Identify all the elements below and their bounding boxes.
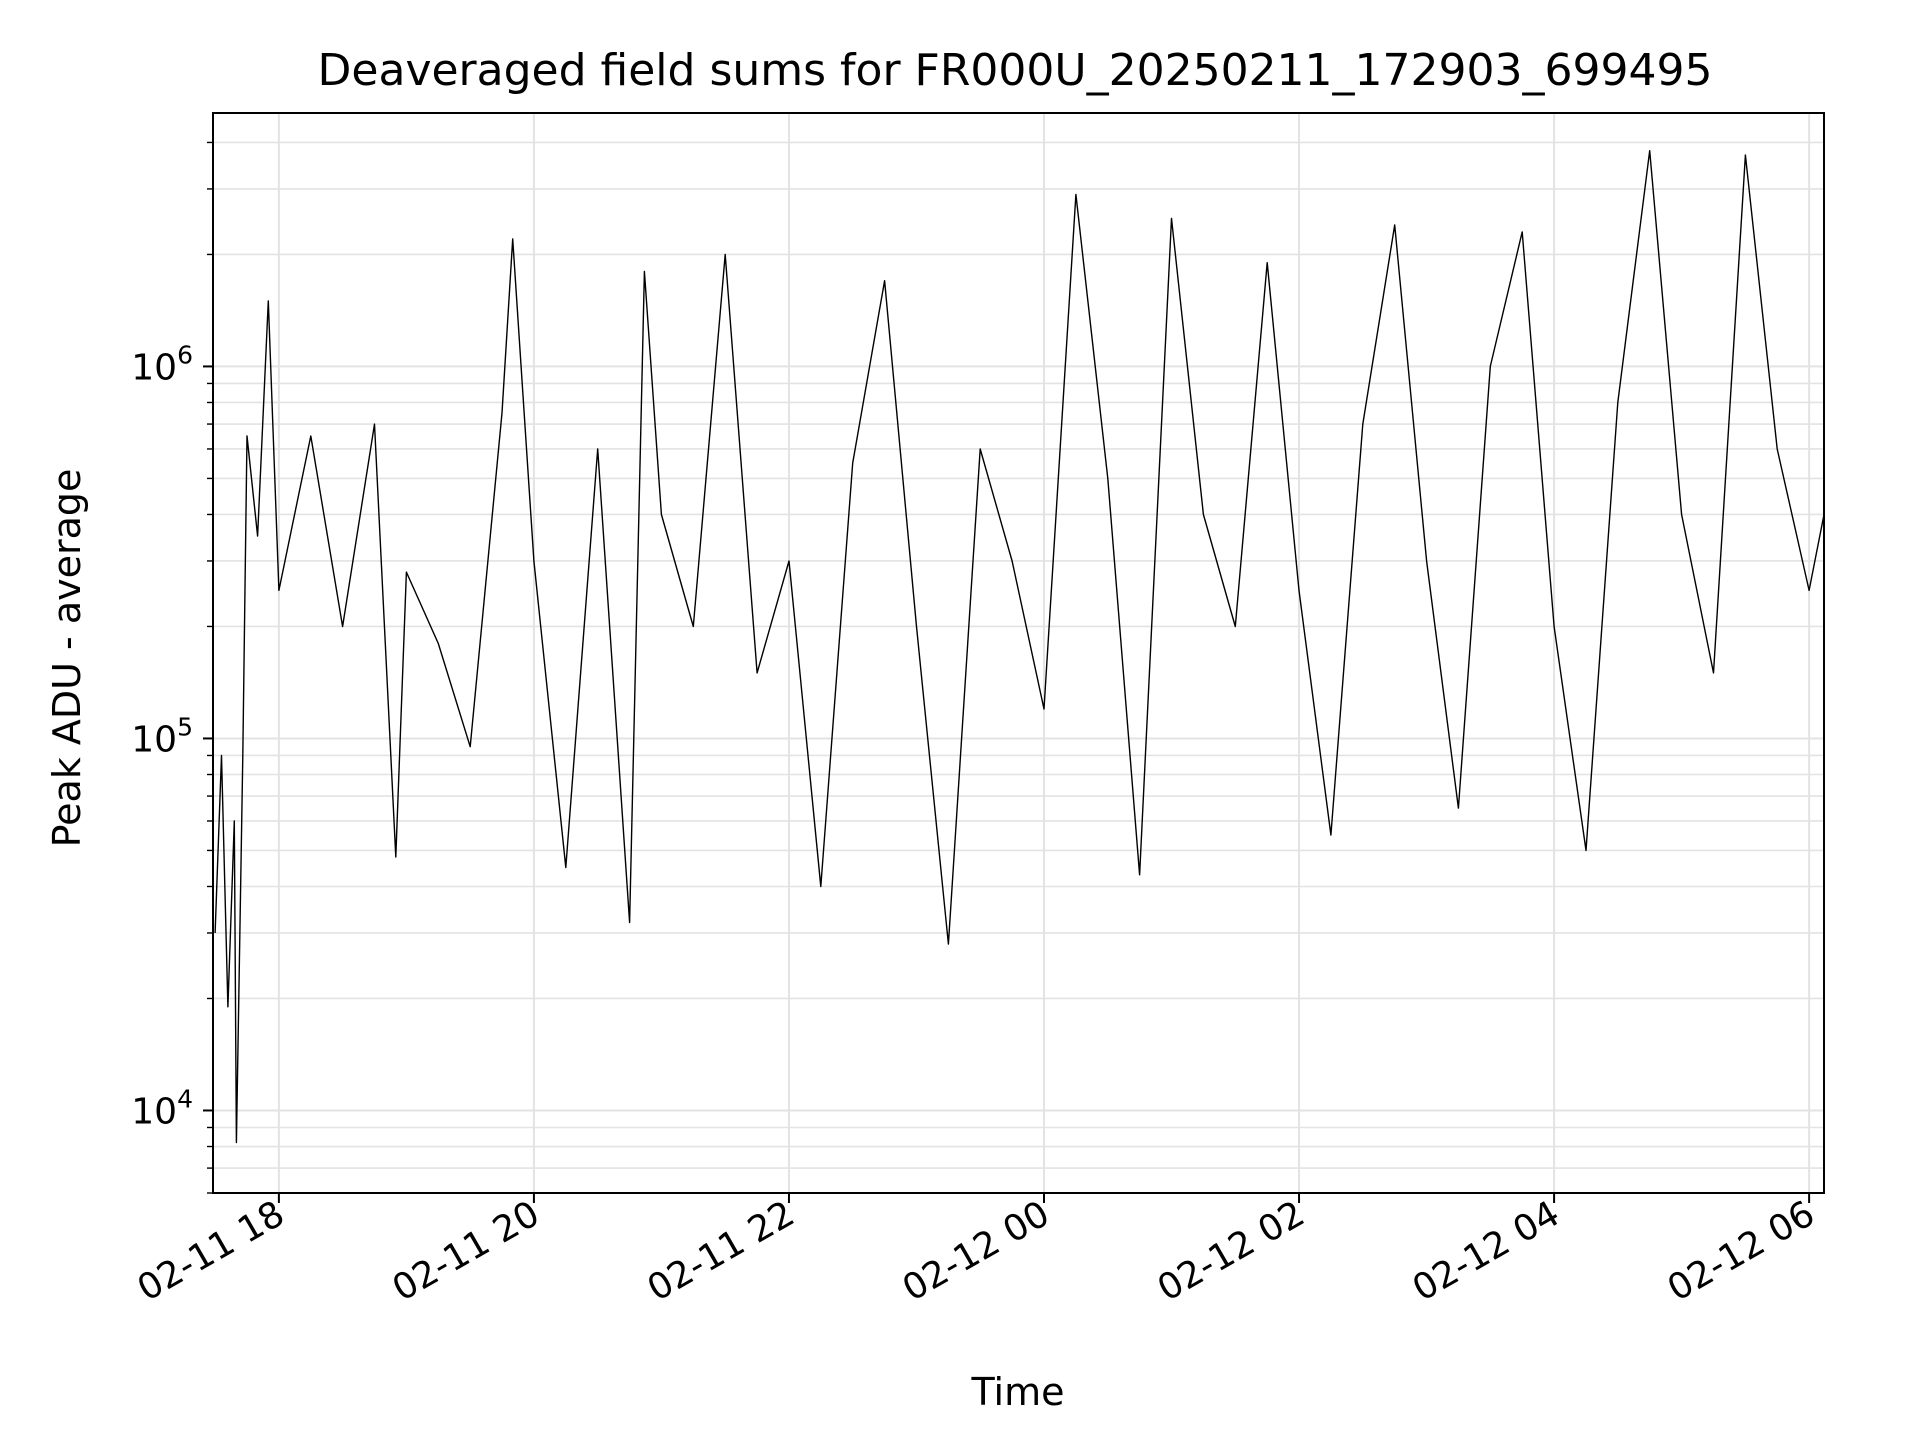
- series-line-group: [214, 150, 1825, 1144]
- series-line: [214, 150, 1825, 1144]
- y-tick-label-base: 10: [131, 1091, 177, 1132]
- tick-marks: [203, 141, 1811, 1203]
- y-tick-label-exponent: 6: [177, 340, 193, 369]
- y-tick-label-base: 10: [131, 719, 177, 760]
- y-tick-label-exponent: 4: [177, 1084, 193, 1113]
- y-tick-label: 106: [131, 340, 193, 388]
- grid: [213, 113, 1824, 1194]
- y-tick-label: 104: [131, 1084, 193, 1132]
- y-tick-label-exponent: 5: [177, 712, 193, 741]
- y-axis-label: Peak ADU - average: [45, 469, 89, 848]
- x-axis-label: Time: [971, 1370, 1065, 1414]
- y-tick-label: 105: [131, 712, 193, 760]
- chart-title: Deaveraged field sums for FR000U_2025021…: [318, 45, 1713, 96]
- plot-frame: [212, 112, 1825, 1194]
- y-tick-label-base: 10: [131, 347, 177, 388]
